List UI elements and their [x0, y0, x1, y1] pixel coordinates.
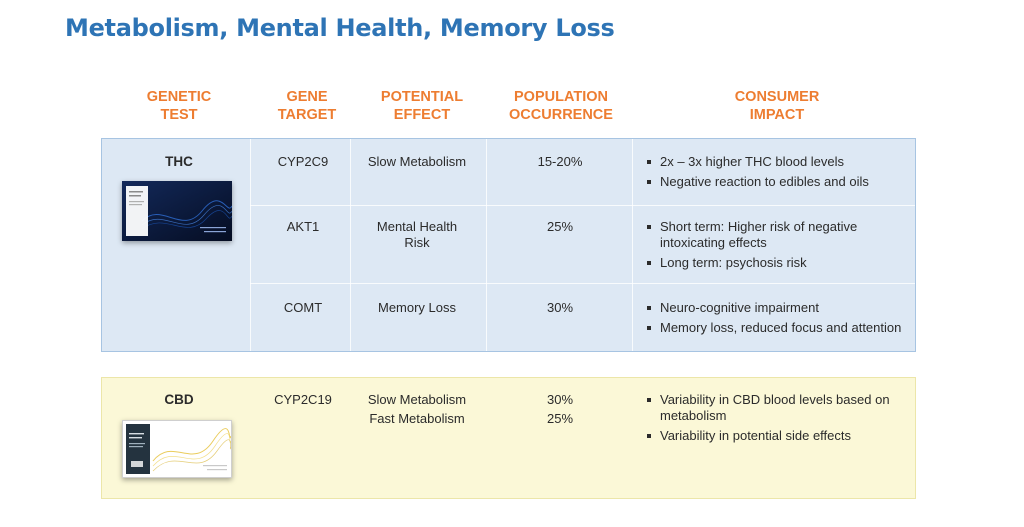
- cbd-potential-effect: Slow Metabolism Fast Metabolism: [352, 392, 482, 427]
- header-genetic-test: GENETIC TEST: [130, 88, 228, 124]
- thc-gene-target: AKT1: [286, 219, 320, 234]
- column-divider: [632, 139, 633, 351]
- header-gene-target-line2: TARGET: [277, 107, 337, 123]
- thc-panel: [101, 138, 916, 352]
- page-title: Metabolism, Mental Health, Memory Loss: [65, 14, 615, 42]
- header-population-occurrence-line1: POPULATION: [514, 89, 608, 105]
- thc-gene-target: COMT: [283, 300, 323, 315]
- impact-bullet: Variability in CBD blood levels based on…: [646, 392, 908, 424]
- cbd-population-occurrence: 30% 25%: [500, 392, 620, 427]
- impact-bullet: Memory loss, reduced focus and attention: [646, 320, 908, 336]
- cbd-kit-artwork: [123, 421, 231, 477]
- thc-population-occurrence: 30%: [546, 300, 574, 315]
- header-potential-effect: POTENTIAL EFFECT: [362, 88, 482, 124]
- column-divider: [350, 139, 351, 351]
- cbd-consumer-impact: Variability in CBD blood levels based on…: [646, 392, 908, 448]
- row-divider: [250, 205, 915, 206]
- impact-bullet: Negative reaction to edibles and oils: [646, 174, 908, 190]
- header-potential-effect-line1: POTENTIAL: [380, 89, 464, 105]
- thc-potential-effect: Mental Health Risk: [376, 219, 458, 250]
- cbd-occurrence-line: 25%: [546, 411, 574, 426]
- header-genetic-test-line1: GENETIC: [146, 89, 212, 105]
- header-gene-target: GENE TARGET: [262, 88, 352, 124]
- impact-bullet: Long term: psychosis risk: [646, 255, 908, 271]
- header-population-occurrence: POPULATION OCCURRENCE: [496, 88, 626, 124]
- thc-population-occurrence: 15-20%: [537, 154, 583, 169]
- header-genetic-test-line2: TEST: [160, 107, 198, 123]
- cbd-gene-target: CYP2C19: [274, 392, 332, 407]
- row-divider: [250, 283, 915, 284]
- cbd-effect-line: Slow Metabolism: [367, 392, 467, 407]
- header-population-occurrence-line2: OCCURRENCE: [509, 107, 613, 123]
- thc-population-occurrence: 25%: [546, 219, 574, 234]
- header-consumer-impact-line1: CONSUMER: [734, 89, 820, 105]
- thc-gene-target: CYP2C9: [277, 154, 329, 169]
- thc-kit-artwork: [122, 181, 232, 241]
- impact-bullet: Variability in potential side effects: [646, 428, 908, 444]
- column-divider: [250, 139, 251, 351]
- thc-potential-effect: Slow Metabolism: [367, 154, 467, 169]
- cbd-test-label: CBD: [164, 392, 194, 407]
- cbd-effect-line: Fast Metabolism: [369, 411, 465, 426]
- cbd-panel: [101, 377, 916, 499]
- thc-consumer-impact: Short term: Higher risk of negative into…: [646, 219, 908, 275]
- header-potential-effect-line2: EFFECT: [393, 107, 451, 123]
- cbd-test-kit-image: [122, 420, 232, 478]
- column-divider: [486, 139, 487, 351]
- header-consumer-impact-line2: IMPACT: [749, 107, 805, 123]
- thc-consumer-impact: 2x – 3x higher THC blood levels Negative…: [646, 154, 908, 194]
- thc-consumer-impact: Neuro-cognitive impairment Memory loss, …: [646, 300, 908, 340]
- impact-bullet: 2x – 3x higher THC blood levels: [646, 154, 908, 170]
- header-consumer-impact: CONSUMER IMPACT: [712, 88, 842, 124]
- thc-test-kit-image: [122, 181, 232, 241]
- impact-bullet: Neuro-cognitive impairment: [646, 300, 908, 316]
- cbd-occurrence-line: 30%: [546, 392, 574, 407]
- impact-bullet: Short term: Higher risk of negative into…: [646, 219, 908, 251]
- thc-potential-effect: Memory Loss: [377, 300, 457, 315]
- header-gene-target-line1: GENE: [286, 89, 328, 105]
- thc-test-label: THC: [165, 154, 193, 169]
